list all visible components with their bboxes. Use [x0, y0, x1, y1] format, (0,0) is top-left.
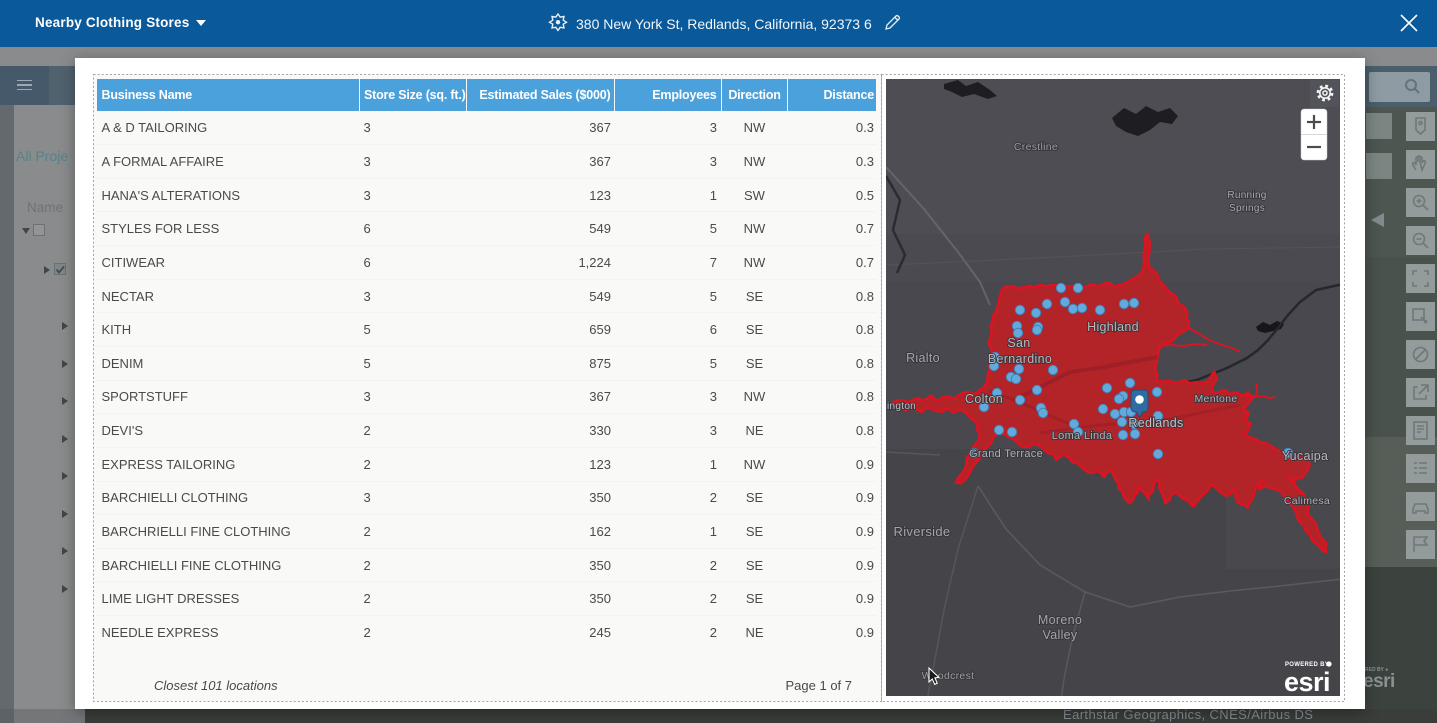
svg-text:esri: esri [1284, 667, 1330, 696]
svg-text:Grand Terrace: Grand Terrace [969, 448, 1043, 460]
svg-text:Moreno: Moreno [1038, 613, 1082, 627]
svg-text:Loma Linda: Loma Linda [1052, 430, 1113, 442]
svg-text:Yucaipa: Yucaipa [1282, 449, 1329, 463]
svg-text:Crestline: Crestline [1014, 141, 1058, 153]
svg-text:POWERED BY: POWERED BY [1285, 662, 1329, 668]
svg-text:Bernardino: Bernardino [988, 352, 1052, 366]
svg-text:Running: Running [1227, 190, 1266, 201]
svg-text:Calimesa: Calimesa [1284, 495, 1330, 507]
svg-text:Springs: Springs [1229, 203, 1265, 214]
svg-text:Riverside: Riverside [894, 524, 951, 539]
svg-text:ington: ington [887, 401, 916, 412]
svg-text:Colton: Colton [965, 392, 1003, 406]
svg-text:Rialto: Rialto [906, 351, 940, 365]
svg-text:Mentone: Mentone [1195, 393, 1238, 405]
svg-text:San: San [1007, 336, 1030, 350]
svg-text:Redlands: Redlands [1128, 416, 1183, 430]
svg-text:Valley: Valley [1043, 628, 1078, 642]
svg-text:Highland: Highland [1087, 320, 1139, 334]
